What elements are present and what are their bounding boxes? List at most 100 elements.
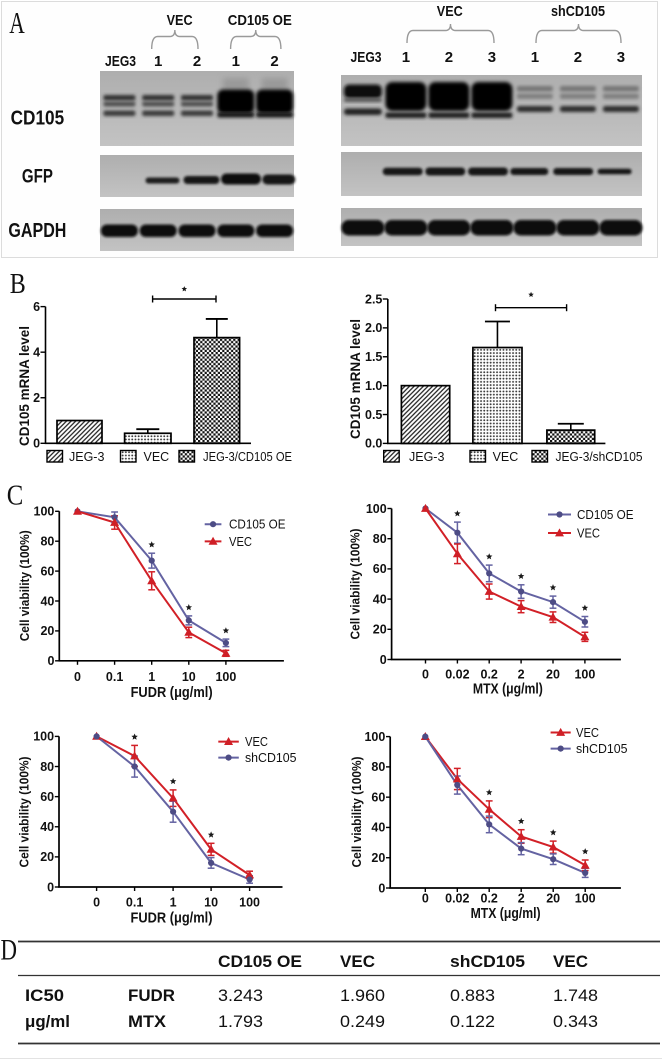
svg-text:FUDR (μg/ml): FUDR (μg/ml) [131, 685, 213, 701]
svg-text:2: 2 [270, 53, 278, 70]
svg-text:0: 0 [93, 896, 100, 910]
svg-text:60: 60 [40, 564, 54, 578]
svg-text:60: 60 [373, 562, 387, 576]
svg-text:FUDR (μg/ml): FUDR (μg/ml) [131, 911, 213, 927]
svg-text:shCD105: shCD105 [245, 750, 297, 765]
svg-text:VEC: VEC [437, 3, 463, 20]
svg-text:6: 6 [33, 300, 40, 314]
svg-text:Cell viability (100%): Cell viability (100%) [348, 529, 363, 640]
svg-text:0: 0 [422, 667, 429, 681]
svg-text:0.0: 0.0 [365, 437, 382, 451]
svg-text:0: 0 [378, 881, 385, 895]
svg-text:3: 3 [617, 49, 625, 66]
svg-text:20: 20 [546, 892, 560, 906]
svg-text:1.793: 1.793 [218, 1013, 263, 1031]
svg-text:shCD105: shCD105 [551, 3, 605, 20]
svg-text:100: 100 [364, 730, 385, 744]
svg-text:1: 1 [402, 49, 410, 66]
svg-text:JEG-3/shCD105: JEG-3/shCD105 [556, 450, 643, 464]
svg-text:1: 1 [148, 670, 155, 684]
svg-text:1: 1 [154, 53, 162, 70]
svg-text:80: 80 [40, 535, 54, 549]
svg-text:μg/ml: μg/ml [25, 1012, 70, 1031]
svg-text:C: C [7, 481, 24, 512]
svg-text:2.5: 2.5 [365, 292, 382, 306]
svg-text:A: A [9, 5, 25, 40]
svg-text:0: 0 [74, 670, 81, 684]
svg-text:JEG-3: JEG-3 [69, 450, 104, 464]
svg-text:JEG3: JEG3 [351, 49, 382, 66]
svg-text:0.2: 0.2 [481, 892, 498, 906]
svg-text:0.1: 0.1 [106, 670, 123, 684]
svg-text:0.122: 0.122 [450, 1013, 495, 1031]
svg-text:JEG3: JEG3 [105, 53, 136, 70]
svg-text:100: 100 [574, 667, 595, 681]
svg-text:40: 40 [40, 820, 54, 834]
svg-text:0.2: 0.2 [481, 667, 498, 681]
svg-text:VEC: VEC [577, 526, 600, 541]
svg-text:CD105 OE: CD105 OE [228, 12, 292, 29]
svg-text:0.249: 0.249 [340, 1013, 385, 1031]
svg-text:0.883: 0.883 [450, 987, 495, 1005]
svg-text:2: 2 [33, 391, 40, 405]
svg-text:2.0: 2.0 [365, 321, 382, 335]
svg-text:JEG-3: JEG-3 [409, 450, 444, 464]
svg-text:10: 10 [204, 896, 218, 910]
svg-text:VEC: VEC [229, 534, 252, 549]
svg-text:VEC: VEC [340, 953, 375, 971]
svg-text:VEC: VEC [245, 734, 268, 749]
svg-text:40: 40 [371, 821, 385, 835]
svg-text:0: 0 [380, 653, 387, 667]
svg-text:3.243: 3.243 [218, 987, 263, 1005]
svg-text:D: D [1, 934, 18, 967]
svg-text:2: 2 [193, 53, 201, 70]
svg-text:Cell viability (100%): Cell viability (100%) [17, 757, 32, 868]
svg-text:VEC: VEC [144, 450, 170, 464]
svg-text:1: 1 [531, 49, 539, 66]
svg-text:MTX (μg/ml): MTX (μg/ml) [471, 906, 541, 922]
svg-text:20: 20 [371, 851, 385, 865]
svg-text:80: 80 [371, 760, 385, 774]
svg-text:shCD105: shCD105 [450, 953, 525, 971]
svg-text:0: 0 [33, 437, 40, 451]
svg-text:CD105 OE: CD105 OE [218, 953, 302, 971]
svg-text:2: 2 [518, 892, 525, 906]
svg-text:GAPDH: GAPDH [8, 220, 66, 242]
svg-text:100: 100 [34, 505, 55, 519]
svg-text:Cell viability (100%): Cell viability (100%) [17, 530, 32, 641]
svg-text:FUDR: FUDR [128, 986, 175, 1005]
svg-text:CD105 mRNA level: CD105 mRNA level [348, 319, 363, 439]
svg-text:100: 100 [239, 896, 260, 910]
svg-text:0.02: 0.02 [445, 892, 469, 906]
svg-text:JEG-3/CD105 OE: JEG-3/CD105 OE [203, 450, 292, 464]
svg-text:0: 0 [422, 892, 429, 906]
svg-text:100: 100 [33, 730, 54, 744]
svg-text:0.02: 0.02 [445, 667, 469, 681]
svg-text:1.748: 1.748 [553, 987, 598, 1005]
svg-text:100: 100 [366, 502, 387, 516]
svg-text:VEC: VEC [553, 953, 588, 971]
svg-text:0.1: 0.1 [126, 896, 143, 910]
svg-text:B: B [10, 269, 26, 300]
svg-text:100: 100 [215, 670, 236, 684]
svg-text:40: 40 [373, 592, 387, 606]
svg-text:VEC: VEC [167, 12, 193, 29]
svg-text:2: 2 [445, 49, 453, 66]
svg-text:80: 80 [40, 760, 54, 774]
svg-text:CD105: CD105 [11, 108, 65, 130]
svg-text:0: 0 [47, 654, 54, 668]
svg-text:CD105 OE: CD105 OE [577, 507, 634, 522]
svg-text:40: 40 [40, 594, 54, 608]
svg-text:60: 60 [40, 790, 54, 804]
svg-text:VEC: VEC [576, 725, 599, 740]
svg-text:20: 20 [40, 850, 54, 864]
svg-text:20: 20 [373, 623, 387, 637]
svg-text:1: 1 [170, 896, 177, 910]
svg-text:0.5: 0.5 [365, 408, 382, 422]
svg-text:0: 0 [47, 880, 54, 894]
svg-text:2: 2 [518, 667, 525, 681]
svg-text:60: 60 [371, 790, 385, 804]
svg-text:GFP: GFP [22, 167, 53, 188]
svg-text:10: 10 [182, 670, 196, 684]
svg-text:Cell viability (100%): Cell viability (100%) [349, 757, 364, 868]
